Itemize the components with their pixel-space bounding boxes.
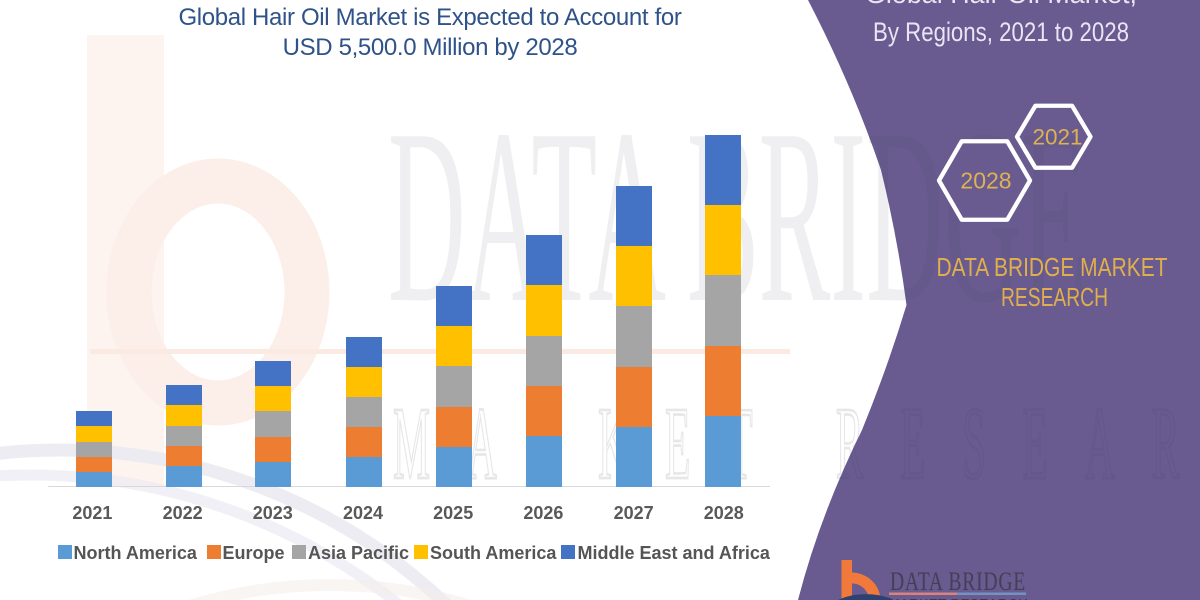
svg-text:By Regions, 2021 to 2028: By Regions, 2021 to 2028 [873, 17, 1129, 47]
svg-text:Global Hair Oil Market,: Global Hair Oil Market, [865, 0, 1137, 9]
svg-text:DATA BRIDGE MARKET: DATA BRIDGE MARKET [937, 254, 1168, 282]
svg-text:2028: 2028 [960, 168, 1011, 194]
svg-text:MARKET RESEARCH: MARKET RESEARCH [888, 596, 1028, 600]
svg-text:RESEARCH: RESEARCH [1001, 284, 1108, 312]
svg-text:DATA BRIDGE: DATA BRIDGE [890, 567, 1026, 596]
svg-text:MARKET RESEARCH: MARKET RESEARCH [393, 386, 1200, 502]
svg-text:2021: 2021 [1032, 125, 1082, 150]
